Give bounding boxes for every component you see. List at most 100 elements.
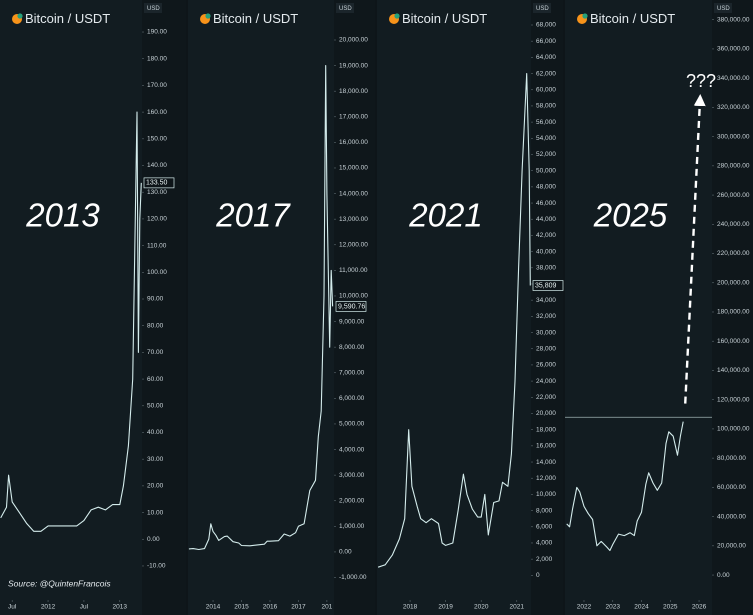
y-tick-label: 42,000: [536, 232, 556, 239]
y-tick-label: 12,000.00: [339, 241, 368, 248]
y-tick-label: 110.00: [147, 242, 167, 249]
y-tick-label: 13,000.00: [339, 216, 368, 223]
price-line: [0, 111, 142, 532]
y-tick-label: 24,000: [536, 378, 556, 385]
price-label: 133.50: [146, 180, 168, 187]
y-tick-label: 0.00: [147, 536, 160, 543]
x-tick-label: 2023: [606, 604, 621, 611]
logo-dot: [17, 13, 23, 19]
x-tick-label: 2019: [438, 604, 453, 611]
unit-label: USD: [339, 6, 352, 12]
y-tick-label: 60,000.00: [717, 484, 746, 491]
price-box: [335, 301, 367, 312]
y-tick-label: 18,000.00: [339, 88, 368, 95]
axis-column: [531, 0, 563, 615]
y-tick-label: 18,000: [536, 426, 556, 433]
year-annotation: 2017: [215, 197, 291, 234]
y-tick-label: 40,000: [536, 248, 556, 255]
y-tick-label: 26,000: [536, 362, 556, 369]
y-tick-label: 4,000: [536, 540, 553, 547]
chart-title: Bitcoin / USDT: [213, 11, 298, 26]
unit-label: USD: [717, 6, 730, 12]
y-tick-label: -10.00: [147, 563, 166, 570]
projection-arrow: [684, 94, 706, 404]
y-tick-label: 46,000: [536, 200, 556, 207]
y-tick-label: 60,000: [536, 86, 556, 93]
y-tick-label: 62,000: [536, 70, 556, 77]
y-tick-label: 4,000.00: [339, 446, 365, 453]
y-tick-label: 12,000: [536, 475, 556, 482]
y-tick-label: 2,000: [536, 556, 553, 563]
y-tick-label: 48,000: [536, 184, 556, 191]
y-tick-label: 52,000: [536, 151, 556, 158]
price-line: [188, 65, 334, 551]
y-tick-label: 54,000: [536, 135, 556, 142]
y-tick-label: 64,000: [536, 54, 556, 61]
unit-label: USD: [536, 6, 549, 12]
unit-badge: [336, 3, 354, 13]
y-tick-label: 0.00: [717, 572, 730, 579]
y-tick-label: 120,000.00: [717, 396, 750, 403]
x-tick-label: 2018: [403, 604, 418, 611]
y-tick-label: 100,000.00: [717, 426, 750, 433]
y-tick-label: 50,000: [536, 167, 556, 174]
y-tick-label: 60.00: [147, 376, 164, 383]
y-tick-label: 10,000: [536, 491, 556, 498]
y-tick-label: 200,000.00: [717, 279, 750, 286]
y-tick-label: 340,000.00: [717, 75, 750, 82]
y-tick-label: 380,000.00: [717, 16, 750, 23]
x-tick-label: 2016: [263, 604, 278, 611]
axis-column: [712, 0, 753, 615]
y-tick-label: 15,000.00: [339, 165, 368, 172]
y-tick-label: 360,000.00: [717, 46, 750, 53]
x-tick-label: 2013: [113, 604, 128, 611]
y-tick-label: 80.00: [147, 322, 164, 329]
y-tick-label: 16,000: [536, 443, 556, 450]
price-label: 35,809: [535, 282, 557, 289]
x-tick-label: 2022: [577, 604, 592, 611]
y-tick-label: 160.00: [147, 109, 167, 116]
y-tick-label: 280,000.00: [717, 163, 750, 170]
y-tick-label: 28,000: [536, 345, 556, 352]
y-tick-label: 70.00: [147, 349, 164, 356]
y-tick-label: 10,000.00: [339, 293, 368, 300]
y-tick-label: 14,000.00: [339, 190, 368, 197]
y-tick-label: 190.00: [147, 29, 167, 36]
y-tick-label: 130.00: [147, 189, 167, 196]
projection-label: ???: [686, 71, 716, 91]
y-tick-label: 6,000: [536, 523, 553, 530]
y-tick-label: 100.00: [147, 269, 167, 276]
y-tick-label: 20,000.00: [339, 37, 368, 44]
unit-badge: [714, 3, 732, 13]
y-tick-label: 320,000.00: [717, 104, 750, 111]
x-tick-label: 2021: [510, 604, 525, 611]
y-tick-label: 20.00: [147, 483, 164, 490]
y-tick-label: 120.00: [147, 216, 167, 223]
source-note: Source: @QuintenFrancois: [8, 578, 111, 588]
y-tick-label: 20,000.00: [717, 543, 746, 550]
y-tick-label: 56,000: [536, 119, 556, 126]
y-tick-label: 40.00: [147, 429, 164, 436]
y-tick-label: 19,000.00: [339, 62, 368, 69]
price-box: [532, 280, 564, 291]
axis-column: [142, 0, 186, 615]
y-tick-label: 240,000.00: [717, 221, 750, 228]
y-tick-label: 17,000.00: [339, 114, 368, 121]
x-tick-label: 2025: [663, 604, 678, 611]
price-line: [566, 421, 684, 552]
y-tick-label: 20,000: [536, 410, 556, 417]
y-tick-label: 0: [536, 572, 540, 579]
unit-badge: [144, 3, 162, 13]
y-tick-label: 140,000.00: [717, 367, 750, 374]
y-tick-label: 6,000.00: [339, 395, 365, 402]
y-tick-label: 3,000.00: [339, 472, 365, 479]
y-tick-label: 32,000: [536, 313, 556, 320]
y-tick-label: 140.00: [147, 162, 167, 169]
y-tick-label: 0.00: [339, 549, 352, 556]
y-tick-label: 90.00: [147, 296, 164, 303]
y-tick-label: 30.00: [147, 456, 164, 463]
x-tick-label: 2015: [234, 604, 249, 611]
x-tick-label: 2012: [41, 604, 56, 611]
x-tick-label: 2014: [206, 604, 221, 611]
y-tick-label: 40,000.00: [717, 513, 746, 520]
